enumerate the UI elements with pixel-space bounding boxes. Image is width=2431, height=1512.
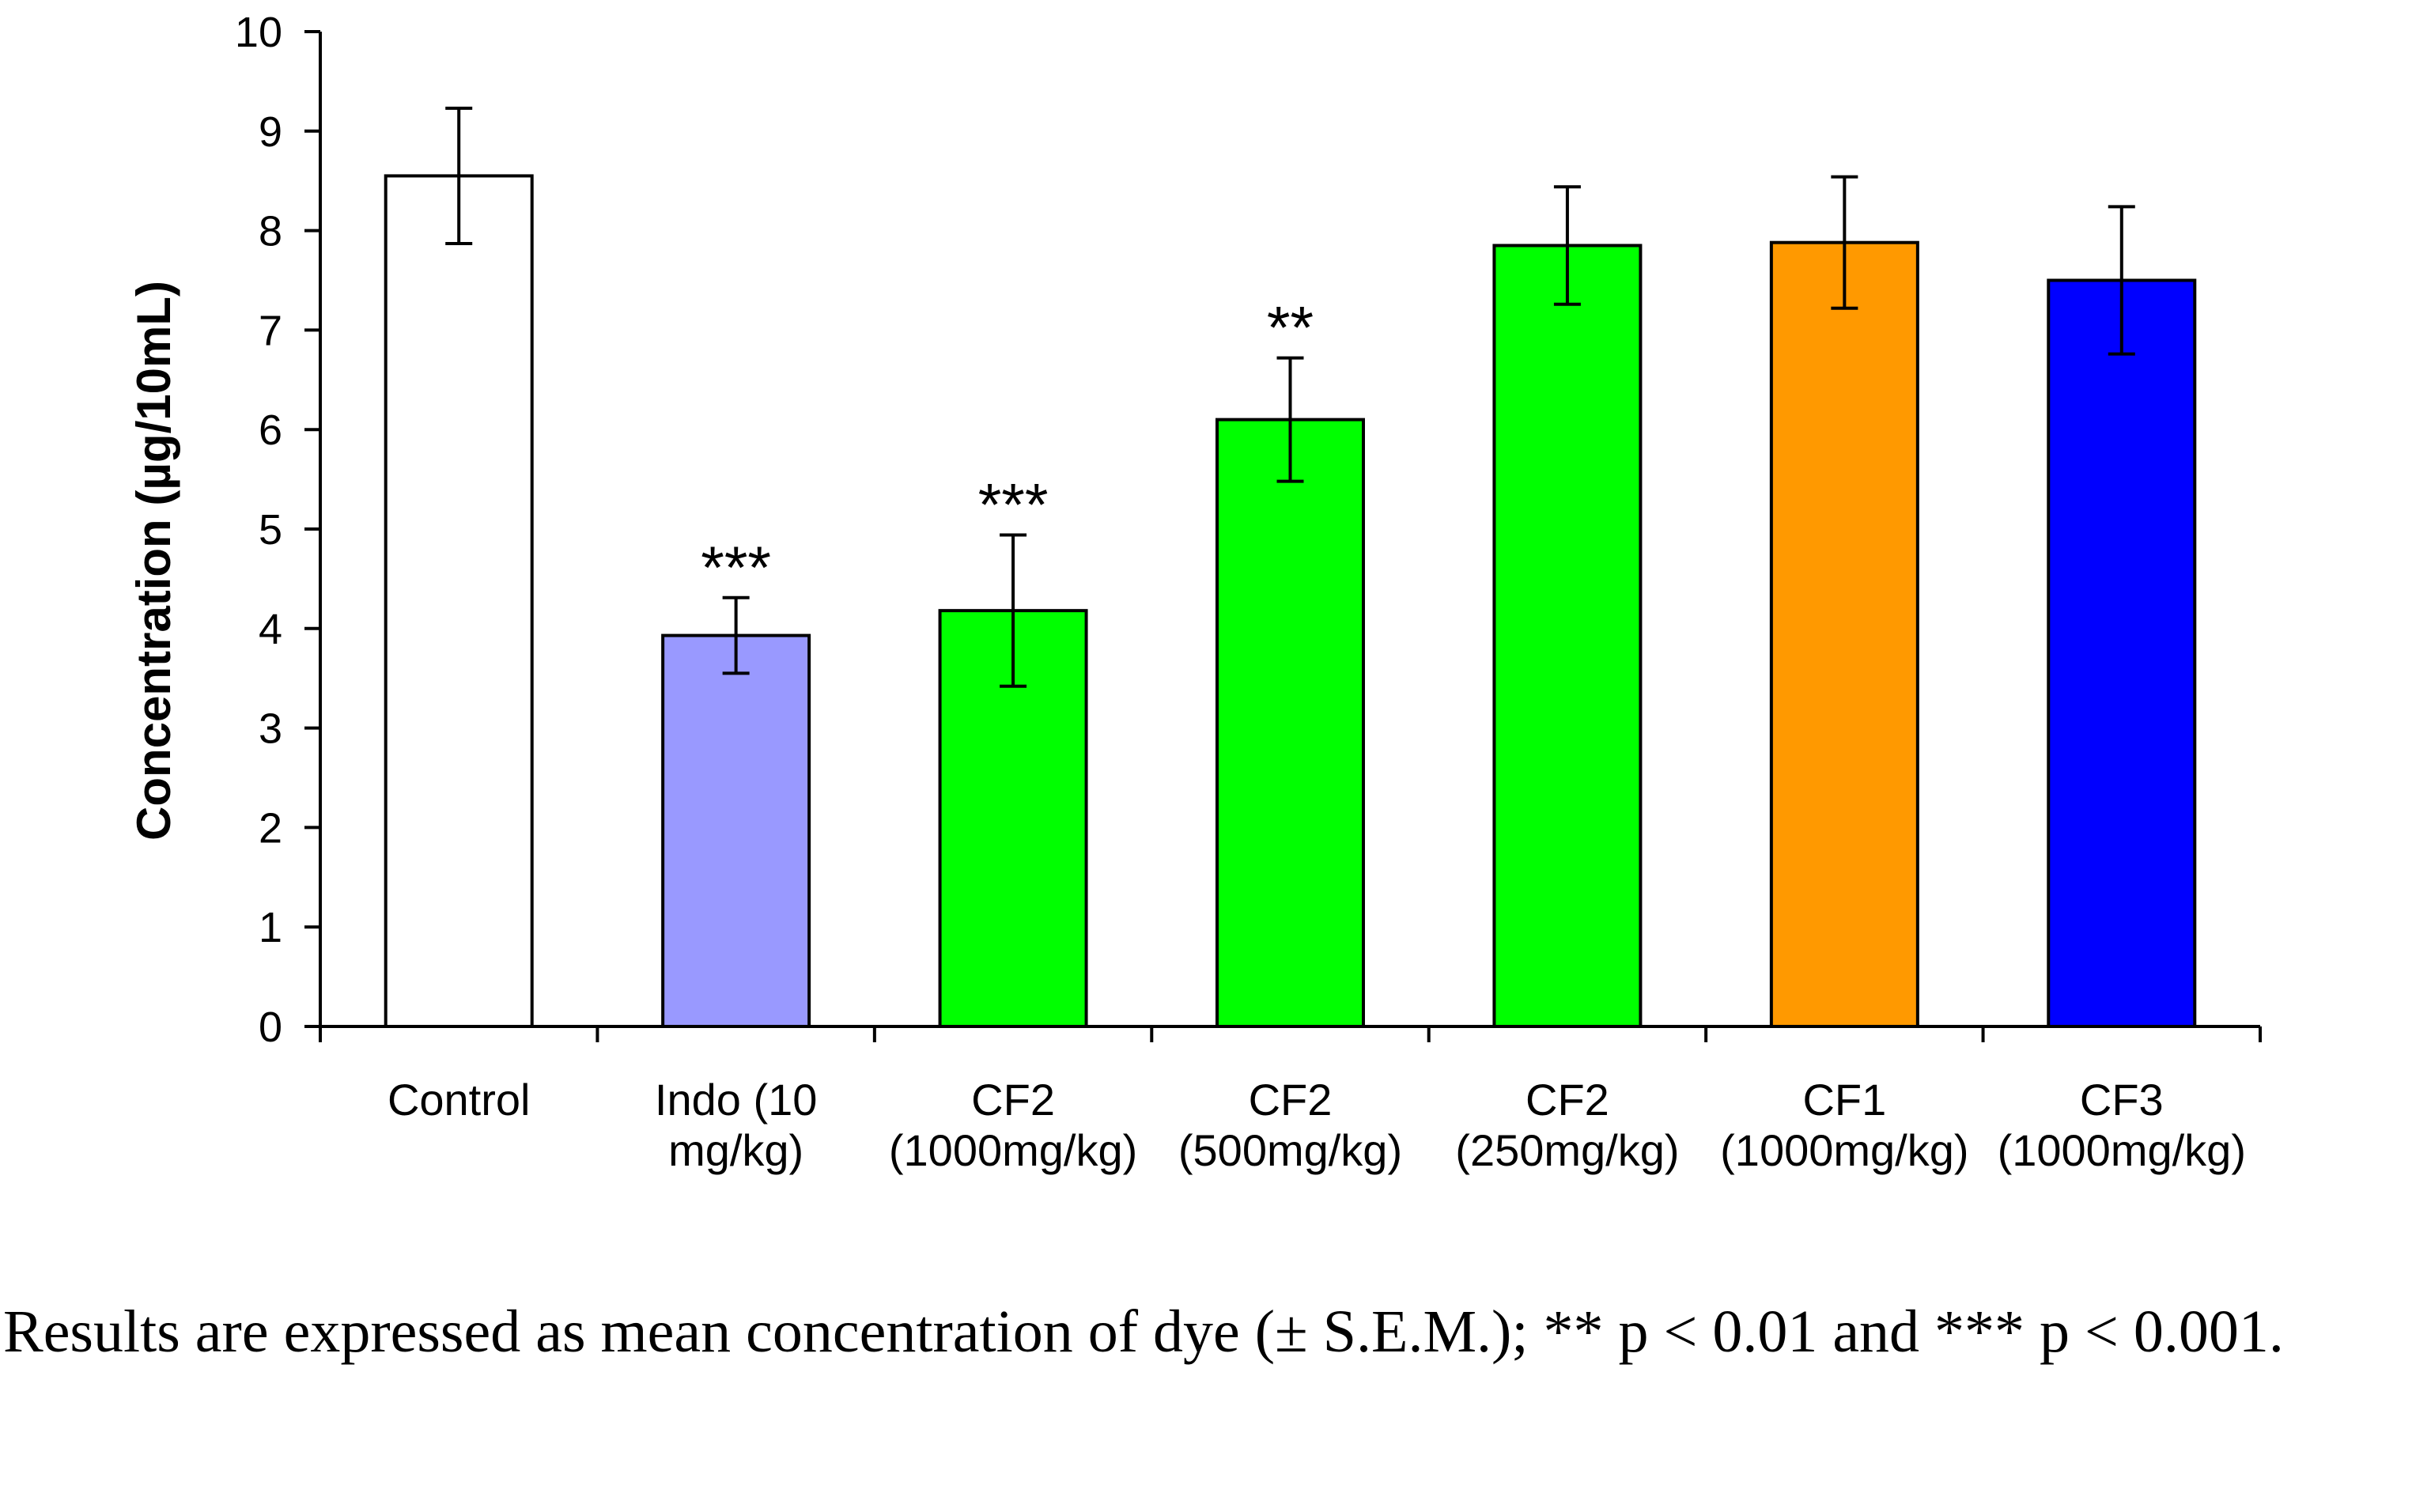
bar [384, 174, 534, 1028]
y-tick-label: 4 [259, 606, 282, 653]
x-category-label: (1000mg/kg) [889, 1125, 1137, 1175]
y-tick-label: 8 [259, 208, 282, 255]
bar [1216, 418, 1365, 1028]
y-tick-label: 3 [259, 705, 282, 753]
x-category-label: CF3 [2080, 1075, 2164, 1125]
bar [1492, 244, 1643, 1029]
significance-label: ** [1267, 295, 1314, 362]
x-category-label: (1000mg/kg) [1720, 1125, 1968, 1175]
y-tick-label: 6 [259, 406, 282, 454]
y-axis-ticks: 0 1 2 3 4 5 6 7 8 9 10 [235, 9, 2262, 1051]
significance-label: *** [978, 472, 1049, 539]
x-category-label: CF2 [1249, 1075, 1333, 1125]
x-category-label: Control [388, 1075, 531, 1125]
x-category-label: CF2 [1526, 1075, 1609, 1125]
bar [1769, 240, 1919, 1029]
y-tick-label: 9 [259, 108, 282, 156]
x-category-label: (250mg/kg) [1455, 1125, 1679, 1175]
x-category-label: (1000mg/kg) [1998, 1125, 2246, 1175]
y-tick-label: 0 [259, 1004, 282, 1051]
bars-group: ******** [384, 106, 2197, 1029]
x-category-label: CF1 [1802, 1075, 1886, 1125]
bar [661, 633, 811, 1029]
x-axis-labels: Control Indo (10mg/kg)CF2(1000mg/kg)CF2(5… [388, 1075, 2246, 1175]
x-category-label: mg/kg) [668, 1125, 803, 1175]
significance-label: *** [701, 535, 771, 602]
bar [2047, 278, 2197, 1028]
x-category-label: CF2 [971, 1075, 1055, 1125]
y-tick-label: 2 [259, 804, 282, 852]
y-tick-label: 10 [235, 9, 282, 56]
x-category-label: Indo (10 [655, 1075, 818, 1125]
y-tick-label: 5 [259, 506, 282, 554]
y-tick-label: 1 [259, 904, 282, 951]
x-category-label: (500mg/kg) [1178, 1125, 1402, 1175]
y-axis-title: Concentration (µg/10mL) [127, 281, 180, 841]
figure-caption: Results are expressed as mean concentrat… [3, 1298, 2284, 1365]
y-tick-label: 7 [259, 307, 282, 354]
